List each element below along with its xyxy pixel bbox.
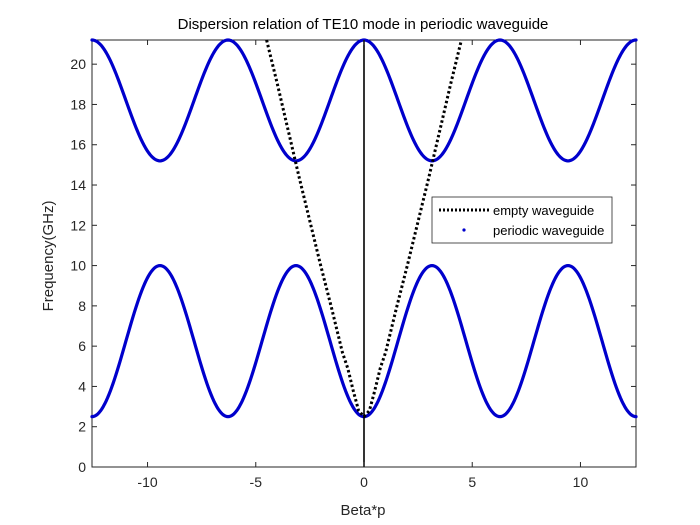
x-tick-label: -5 xyxy=(250,474,263,490)
legend-label-empty-waveguide: empty waveguide xyxy=(493,203,594,218)
y-tick-label: 10 xyxy=(70,258,86,274)
chart-title: Dispersion relation of TE10 mode in peri… xyxy=(178,16,549,33)
legend-box xyxy=(431,196,613,244)
legend: empty waveguide periodic waveguide xyxy=(431,196,613,244)
y-axis-label: Frequency(GHz) xyxy=(40,201,57,312)
legend-swatch-periodic-waveguide xyxy=(462,228,466,232)
plot-area xyxy=(90,38,638,468)
y-tick-label: 6 xyxy=(78,338,86,354)
y-tick-label: 20 xyxy=(70,56,86,72)
x-axis-ticks: -10 -5 0 5 10 xyxy=(137,40,588,490)
y-tick-label: 14 xyxy=(70,177,86,193)
x-axis-label: Beta*p xyxy=(340,502,385,519)
x-tick-label: 5 xyxy=(468,474,476,490)
y-tick-label: 8 xyxy=(78,298,86,314)
y-tick-label: 16 xyxy=(70,137,86,153)
x-tick-label: -10 xyxy=(137,474,157,490)
x-tick-label: 0 xyxy=(360,474,368,490)
y-tick-label: 18 xyxy=(70,96,86,112)
y-axis-ticks: 0 2 4 6 8 10 12 14 16 18 20 xyxy=(70,56,636,475)
y-tick-label: 12 xyxy=(70,217,86,233)
y-tick-label: 4 xyxy=(78,378,86,394)
y-tick-label: 2 xyxy=(78,419,86,435)
y-tick-label: 0 xyxy=(78,459,86,475)
x-tick-label: 10 xyxy=(573,474,589,490)
legend-label-periodic-waveguide: periodic waveguide xyxy=(493,223,604,238)
